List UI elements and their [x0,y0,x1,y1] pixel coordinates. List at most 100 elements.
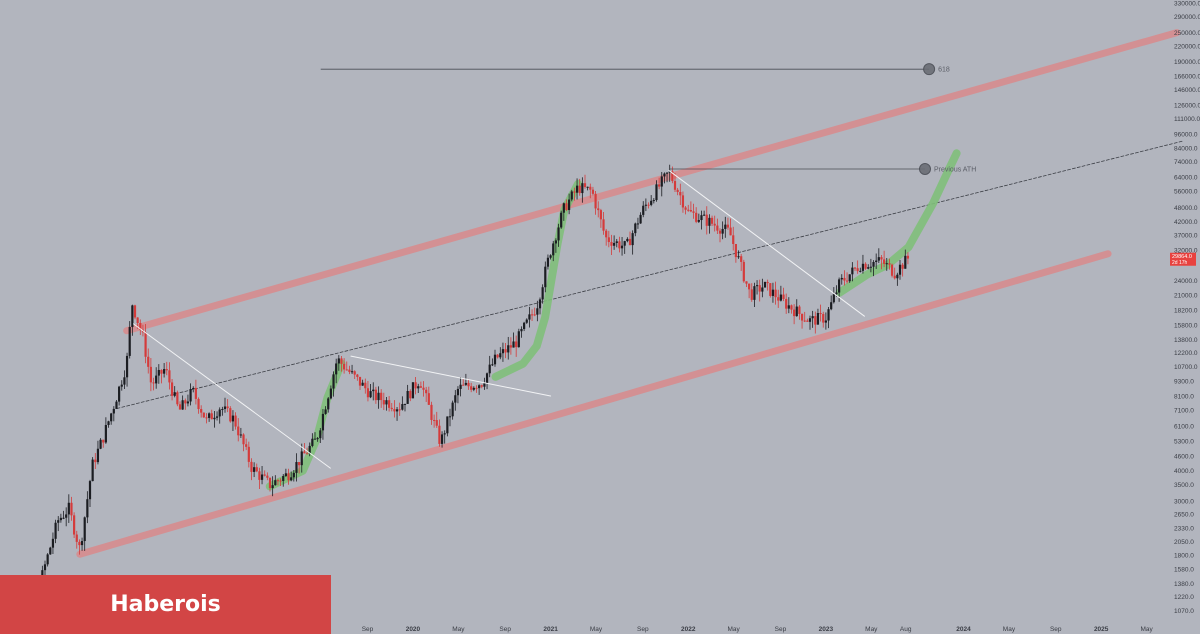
candle-body [255,467,258,472]
candle-body [430,404,433,420]
y-tick-label: 1800.0 [1174,553,1194,560]
candle-body [668,171,671,173]
candle-body [888,263,891,265]
candle-body [898,264,902,275]
candle-body [480,385,483,387]
candle-body [808,318,812,322]
current-price-value: 29864.0 [1172,254,1192,260]
candle-body [869,266,872,268]
candle-body [626,238,629,242]
candle-body [298,462,301,466]
candle-body [689,209,692,212]
candle-body [742,261,745,282]
candle-body [276,480,280,482]
y-tick-label: 4600.0 [1174,453,1194,460]
x-tick-label: Sep [637,626,649,633]
candle-body [697,220,700,222]
candle-body [128,327,131,356]
candle-body [300,451,303,466]
candle-body [885,263,888,265]
candle-body [607,237,610,243]
candle-body [782,294,785,299]
candle-body [787,305,790,309]
candle-body [120,384,123,387]
candle-body [337,358,340,364]
candle-body [493,354,497,365]
candle-body [200,409,203,413]
candle-body [446,416,449,434]
y-tick-label: 37000.0 [1174,232,1198,239]
y-tick-label: 96000.0 [1174,131,1198,138]
candle-body [78,541,81,546]
candle-body [665,172,669,174]
candle-body [758,285,761,292]
candle-body [528,314,531,320]
candle-body [51,538,55,548]
candle-body [107,421,110,426]
candle-body [46,554,49,565]
candle-body [467,382,470,387]
current-price-countdown: 2d 17h [1172,260,1188,266]
y-tick-label: 84000.0 [1174,145,1198,152]
channel-lower-line [76,250,1112,558]
candle-body [523,322,526,330]
candle-body [687,209,690,211]
candle-body [409,390,412,399]
candle-body [605,230,608,238]
candle-body [157,369,160,376]
candle-body [282,476,285,481]
candle-body [464,382,467,385]
y-tick-label: 42000.0 [1174,219,1198,226]
candle-body [658,184,661,187]
candle-body [358,376,362,386]
candle-body [597,208,600,211]
candle-body [292,472,295,478]
candle-body [856,268,859,272]
candle-body [864,263,867,269]
candle-body [546,257,550,267]
candle-body [70,502,73,516]
candle-body [795,306,798,317]
candle-body [583,183,587,188]
candle-body [499,353,502,358]
candle-body [123,377,126,385]
y-tick-label: 1220.0 [1174,594,1194,601]
candle-body [152,382,155,384]
candle-body [695,212,698,222]
candle-body [253,467,256,472]
candle-body [560,212,563,228]
y-tick-label: 1070.0 [1174,608,1194,615]
candle-body [681,195,685,208]
candle-body [692,211,695,213]
candle-body [393,409,396,412]
candle-body [750,289,753,300]
candle-body [406,390,409,404]
candle-body [448,416,452,418]
candle-body [110,413,113,422]
candle-body [628,238,632,246]
candle-body [290,477,293,481]
candle-body [258,471,261,480]
candle-body [512,341,515,348]
x-tick-label: 2022 [681,626,696,633]
candle-body [125,355,129,378]
candle-body [329,388,332,399]
candle-body [385,400,388,405]
candle-body [94,459,97,463]
level-label-1: 618 [938,67,950,74]
candle-body [634,223,637,234]
candle-body [599,210,602,220]
candle-body [234,415,237,427]
candle-body [525,319,528,323]
candle-body [266,475,269,478]
candle-body [613,242,616,246]
candle-body [573,191,576,193]
candle-body [443,433,446,435]
candle-body [832,294,835,303]
y-tick-label: 18200.0 [1174,308,1198,315]
candle-body [586,186,589,188]
candle-body [875,260,878,263]
candle-body [343,363,346,370]
candle-body [835,292,838,295]
